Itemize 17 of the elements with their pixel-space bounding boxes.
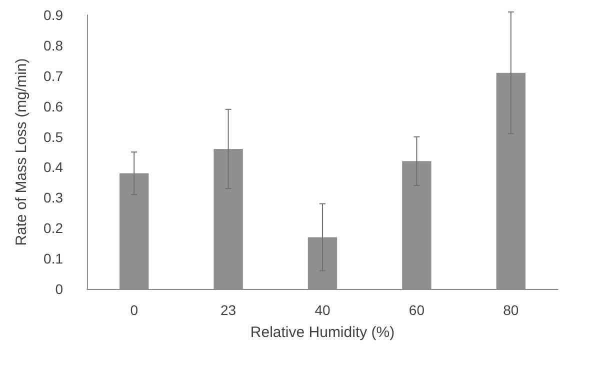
x-tick-label: 23 bbox=[220, 302, 236, 318]
y-tick-label: 0.2 bbox=[44, 220, 64, 236]
x-tick-label: 80 bbox=[503, 302, 519, 318]
y-tick-label: 0.3 bbox=[44, 190, 64, 206]
y-tick-label: 0.6 bbox=[44, 98, 64, 114]
y-axis-title: Rate of Mass Loss (mg/min) bbox=[13, 58, 30, 246]
y-tick-label: 0.1 bbox=[44, 250, 64, 267]
y-tick-label: 0.5 bbox=[44, 128, 64, 145]
x-tick-label: 0 bbox=[130, 302, 138, 318]
y-tick-label: 0.9 bbox=[44, 7, 64, 23]
y-tick-label: 0.4 bbox=[44, 159, 64, 176]
x-tick-label: 40 bbox=[314, 302, 330, 318]
x-tick-label: 60 bbox=[408, 302, 425, 318]
y-tick-label: 0.8 bbox=[44, 37, 64, 54]
y-tick-label: 0.7 bbox=[44, 68, 64, 84]
x-axis-title: Relative Humidity (%) bbox=[250, 324, 395, 341]
y-tick-label: 0 bbox=[55, 281, 64, 297]
